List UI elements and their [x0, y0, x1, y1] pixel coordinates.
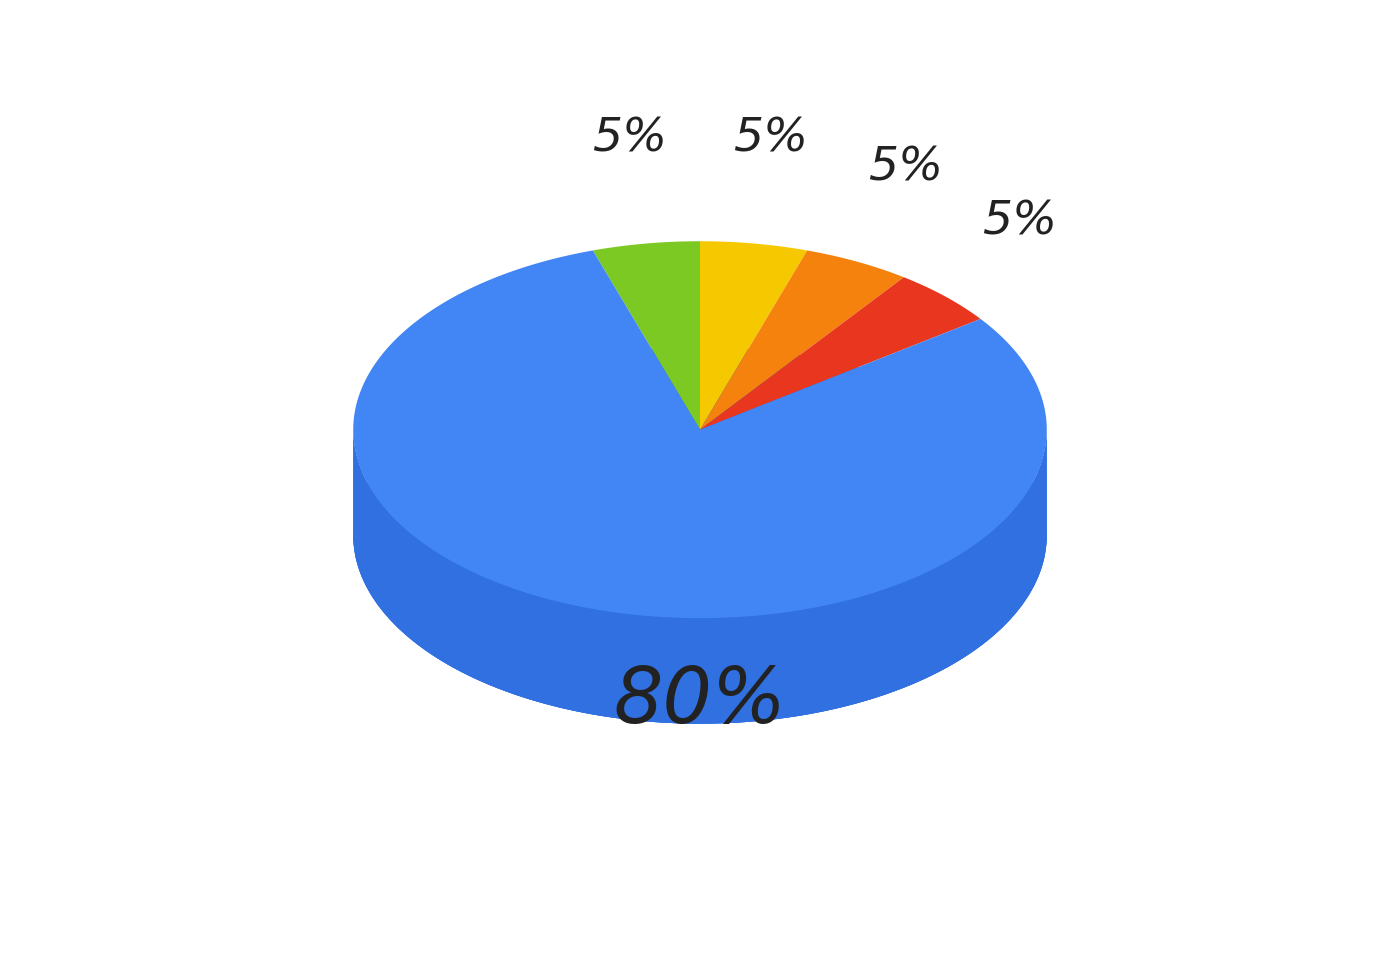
Ellipse shape: [353, 347, 1047, 723]
Polygon shape: [700, 241, 808, 429]
Polygon shape: [700, 277, 980, 429]
Polygon shape: [353, 429, 1047, 723]
Text: 5%: 5%: [868, 145, 942, 190]
Text: 80%: 80%: [613, 663, 787, 739]
Polygon shape: [353, 430, 1047, 723]
Text: 5%: 5%: [734, 117, 808, 162]
Polygon shape: [592, 241, 700, 429]
Polygon shape: [353, 251, 1047, 618]
Polygon shape: [700, 251, 904, 429]
Text: 5%: 5%: [592, 117, 666, 162]
Text: 5%: 5%: [983, 199, 1057, 244]
